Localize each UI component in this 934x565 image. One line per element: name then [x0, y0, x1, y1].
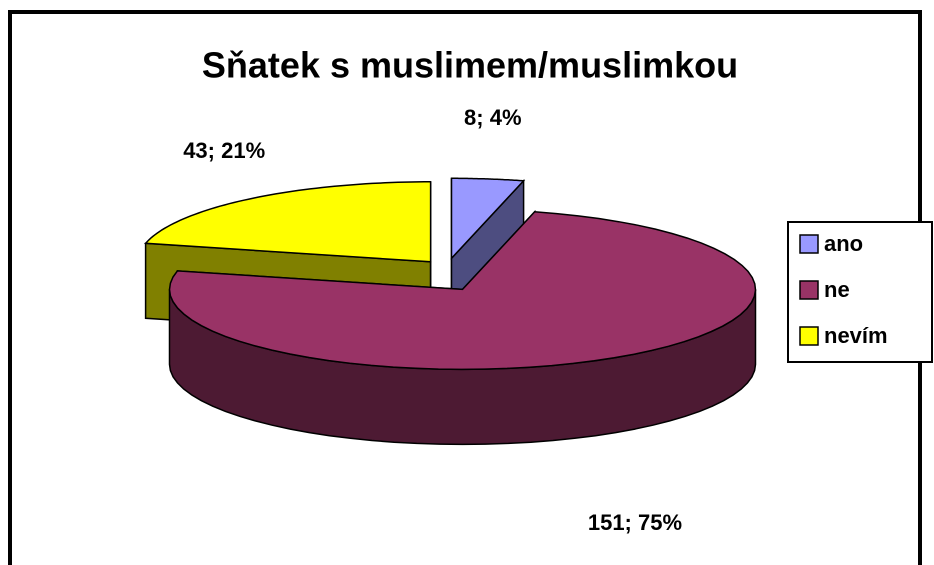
pie — [143, 177, 757, 446]
slice — [168, 211, 757, 371]
slice — [450, 177, 526, 261]
legend-label: ne — [824, 277, 850, 302]
data-label: 151; 75% — [588, 510, 682, 535]
data-label: 8; 4% — [464, 105, 521, 130]
legend-swatch — [799, 234, 819, 254]
data-label: 43; 21% — [183, 138, 265, 163]
slice — [143, 181, 432, 263]
chart-title: Sňatek s muslimem/muslimkou — [202, 45, 738, 86]
legend-label: nevím — [824, 323, 888, 348]
legend: ano ne nevím — [787, 221, 933, 363]
legend-swatch — [799, 280, 819, 300]
legend-swatch — [799, 326, 819, 346]
legend-label: ano — [824, 231, 863, 256]
